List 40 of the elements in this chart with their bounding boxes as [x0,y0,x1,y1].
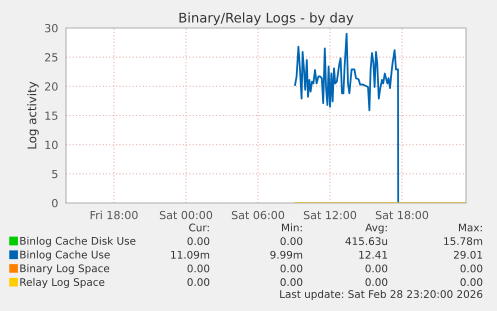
text: 0.00 [280,237,302,246]
x-tick-label: Sat 06:00 [232,210,284,220]
legend-label: Relay Log Space [20,278,104,288]
text: 415.63u [345,237,388,246]
legend-label: Binlog Cache Use [20,250,110,261]
y-tick-label: 25 [45,53,58,62]
text: 0.00 [187,264,210,272]
text: Last update: Sat Feb 28 23:20:00 2026 [280,290,482,300]
y-tick-label: 5 [52,170,58,178]
text: 0.00 [187,237,210,246]
x-tick-label: Sat 00:00 [160,210,212,220]
text: 29.01 [454,250,482,259]
text: Avg: [365,224,387,234]
y-tick-label: 10 [45,140,58,150]
text: 11.09m [171,250,210,259]
x-tick-label: Sat 18:00 [376,210,428,220]
y-axis-title: Log activity [27,82,39,149]
y-tick-label: 30 [45,24,58,32]
x-tick-label: Fri 18:00 [90,210,138,220]
text: Max: [458,224,482,232]
text: 0.00 [280,278,302,286]
chart-title: Binary/Relay Logs - by day [180,12,354,26]
text: 15.78m [444,237,482,246]
text: 0.00 [365,278,388,286]
text: 0.00 [460,264,482,272]
text: 0.00 [460,278,482,286]
y-tick-label: 15 [45,112,58,120]
text: Cur: [189,224,209,232]
text: 0.00 [365,264,388,272]
y-tick-label: 0 [52,198,58,208]
y-tick-label: 20 [45,82,58,91]
text: 0.00 [187,278,210,286]
legend-label: Binary Log Space [20,264,110,274]
text: 9.99m [270,250,302,259]
x-tick-label: Sat 12:00 [304,210,356,220]
text: 12.41 [359,250,388,259]
line-series [294,32,400,203]
legend-label: Binlog Cache Disk Use [20,236,136,247]
text: Min: [282,223,302,232]
text: 0.00 [280,264,302,272]
